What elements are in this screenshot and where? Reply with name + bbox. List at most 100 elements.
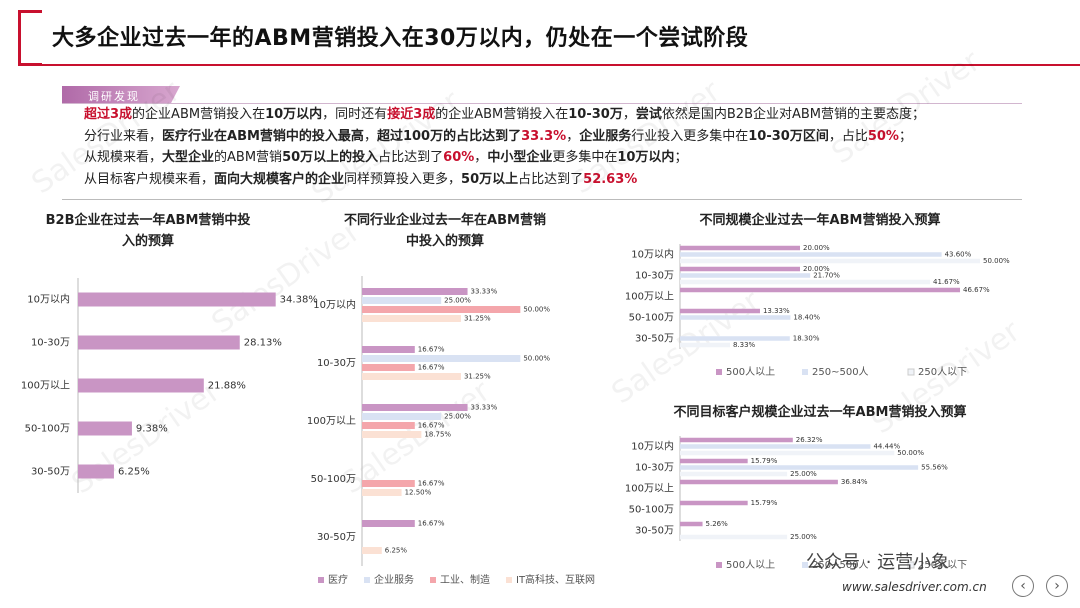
chart2-bar xyxy=(362,315,461,322)
chart4-category-label: 30-50万 xyxy=(635,526,674,537)
chart3-legend-label: 250~500人 xyxy=(812,366,869,378)
chart3-data-label: 18.30% xyxy=(793,335,820,343)
chart2-data-label: 16.67% xyxy=(418,346,445,354)
chart2-legend-swatch xyxy=(430,577,436,583)
chart3-category-label: 100万以上 xyxy=(625,291,674,303)
chart2-data-label: 16.67% xyxy=(418,520,445,528)
chart2-data-label: 18.75% xyxy=(424,431,451,439)
chart4-legend-swatch xyxy=(716,562,722,568)
chart4-category-label: 50-100万 xyxy=(629,505,674,516)
chart4-data-label: 15.79% xyxy=(751,457,778,465)
chart4-data-label: 26.32% xyxy=(796,436,823,444)
chart2-data-label: 50.00% xyxy=(523,355,550,363)
chart3-legend-label: 500人以上 xyxy=(726,366,775,378)
chart4-data-label: 25.00% xyxy=(790,533,817,541)
chart3-bar xyxy=(680,288,960,293)
chart4-data-label: 55.56% xyxy=(921,464,948,472)
chart3-data-label: 20.00% xyxy=(803,244,830,252)
chart3-category-label: 10万以内 xyxy=(631,248,674,261)
chart2-bar xyxy=(362,547,382,554)
chart4-bar xyxy=(680,472,787,477)
chart2-legend-swatch xyxy=(506,577,512,583)
chart2-category-label: 10-30万 xyxy=(317,358,356,369)
chart3-bar xyxy=(680,259,980,264)
chart3-bar xyxy=(680,343,730,348)
chart1-data-label: 9.38% xyxy=(136,424,168,435)
chart2-bar xyxy=(362,373,461,380)
chart1-category-label: 10万以内 xyxy=(27,293,70,306)
chart3-data-label: 46.67% xyxy=(963,286,990,294)
chart3-bar xyxy=(680,280,930,285)
chart2-bar xyxy=(362,413,441,420)
chart4-bar xyxy=(680,451,894,456)
chart4-bar xyxy=(680,522,703,527)
chart2-data-label: 31.25% xyxy=(464,373,491,381)
chart3-legend-label: 250人以下 xyxy=(918,366,967,378)
prev-page-button[interactable]: ‹ xyxy=(1012,575,1034,597)
chart2-bar xyxy=(362,422,415,429)
chart1-category-label: 50-100万 xyxy=(25,424,70,435)
chart4-legend-label: 500人以上 xyxy=(726,559,775,571)
chart2-bar xyxy=(362,404,468,411)
chart2-data-label: 50.00% xyxy=(523,306,550,314)
chart2-legend-label: 企业服务 xyxy=(374,573,414,586)
chart3-data-label: 50.00% xyxy=(983,257,1010,265)
chart3-category-label: 10-30万 xyxy=(635,271,674,282)
chart4-bar xyxy=(680,501,748,506)
chart3-legend-swatch xyxy=(802,369,808,375)
chart2-legend-label: 医疗 xyxy=(328,573,348,586)
chart3-legend-swatch xyxy=(716,369,722,375)
chart2-legend-label: 工业、制造 xyxy=(440,573,490,586)
chart4-bar xyxy=(680,535,787,540)
chart3-bar xyxy=(680,273,810,278)
chart2-data-label: 16.67% xyxy=(418,422,445,430)
next-page-button[interactable]: › xyxy=(1046,575,1068,597)
chart2-legend-swatch xyxy=(318,577,324,583)
chart3-data-label: 21.70% xyxy=(813,272,840,280)
chart2-bar xyxy=(362,297,441,304)
chart2-legend-label: IT高科技、互联网 xyxy=(516,573,595,586)
chart2-bar xyxy=(362,355,520,362)
chart2-bar xyxy=(362,364,415,371)
chart3-bar xyxy=(680,315,790,320)
chart2-legend-swatch xyxy=(364,577,370,583)
chart2-data-label: 33.33% xyxy=(471,288,498,296)
chart3-bar xyxy=(680,246,800,251)
chart3-category-label: 50-100万 xyxy=(629,313,674,324)
chart4-data-label: 15.79% xyxy=(751,499,778,507)
chart4-bar xyxy=(680,480,838,485)
chart2-category-label: 50-100万 xyxy=(311,474,356,485)
chart1-category-label: 30-50万 xyxy=(31,467,70,478)
chart4-bar xyxy=(680,459,748,464)
chart1-category-label: 10-30万 xyxy=(31,338,70,349)
chart4-bar xyxy=(680,438,793,443)
chart3-data-label: 41.67% xyxy=(933,278,960,286)
chart4-data-label: 36.84% xyxy=(841,478,868,486)
chart3-legend-swatch xyxy=(908,369,914,375)
chart4-category-label: 10万以内 xyxy=(631,440,674,453)
footer-url: www.salesdriver.com.cn xyxy=(842,580,987,594)
chart1-bar xyxy=(78,422,132,436)
chart2-data-label: 31.25% xyxy=(464,315,491,323)
chart1-bar xyxy=(78,293,276,307)
chart2-category-label: 30-50万 xyxy=(317,532,356,543)
chart3-data-label: 18.40% xyxy=(793,314,820,322)
chart1-bar xyxy=(78,336,240,350)
chart3-bar xyxy=(680,309,760,314)
chart3-data-label: 8.33% xyxy=(733,341,756,349)
chart2-data-label: 16.67% xyxy=(418,480,445,488)
chart3-category-label: 30-50万 xyxy=(635,334,674,345)
chart2-bar xyxy=(362,346,415,353)
chart3-data-label: 43.60% xyxy=(945,251,972,259)
chart1-bar xyxy=(78,379,204,393)
wechat-logo-text: 公众号 · 运营小象 xyxy=(806,548,949,574)
chart1-data-label: 34.38% xyxy=(280,295,318,306)
chart2-category-label: 10万以内 xyxy=(313,298,356,311)
chart2-bar xyxy=(362,431,421,438)
chart1-category-label: 100万以上 xyxy=(21,380,70,392)
chart2-data-label: 25.00% xyxy=(444,297,471,305)
chart2-bar xyxy=(362,306,520,313)
chart3-data-label: 13.33% xyxy=(763,307,790,315)
chart1-bar xyxy=(78,465,114,479)
